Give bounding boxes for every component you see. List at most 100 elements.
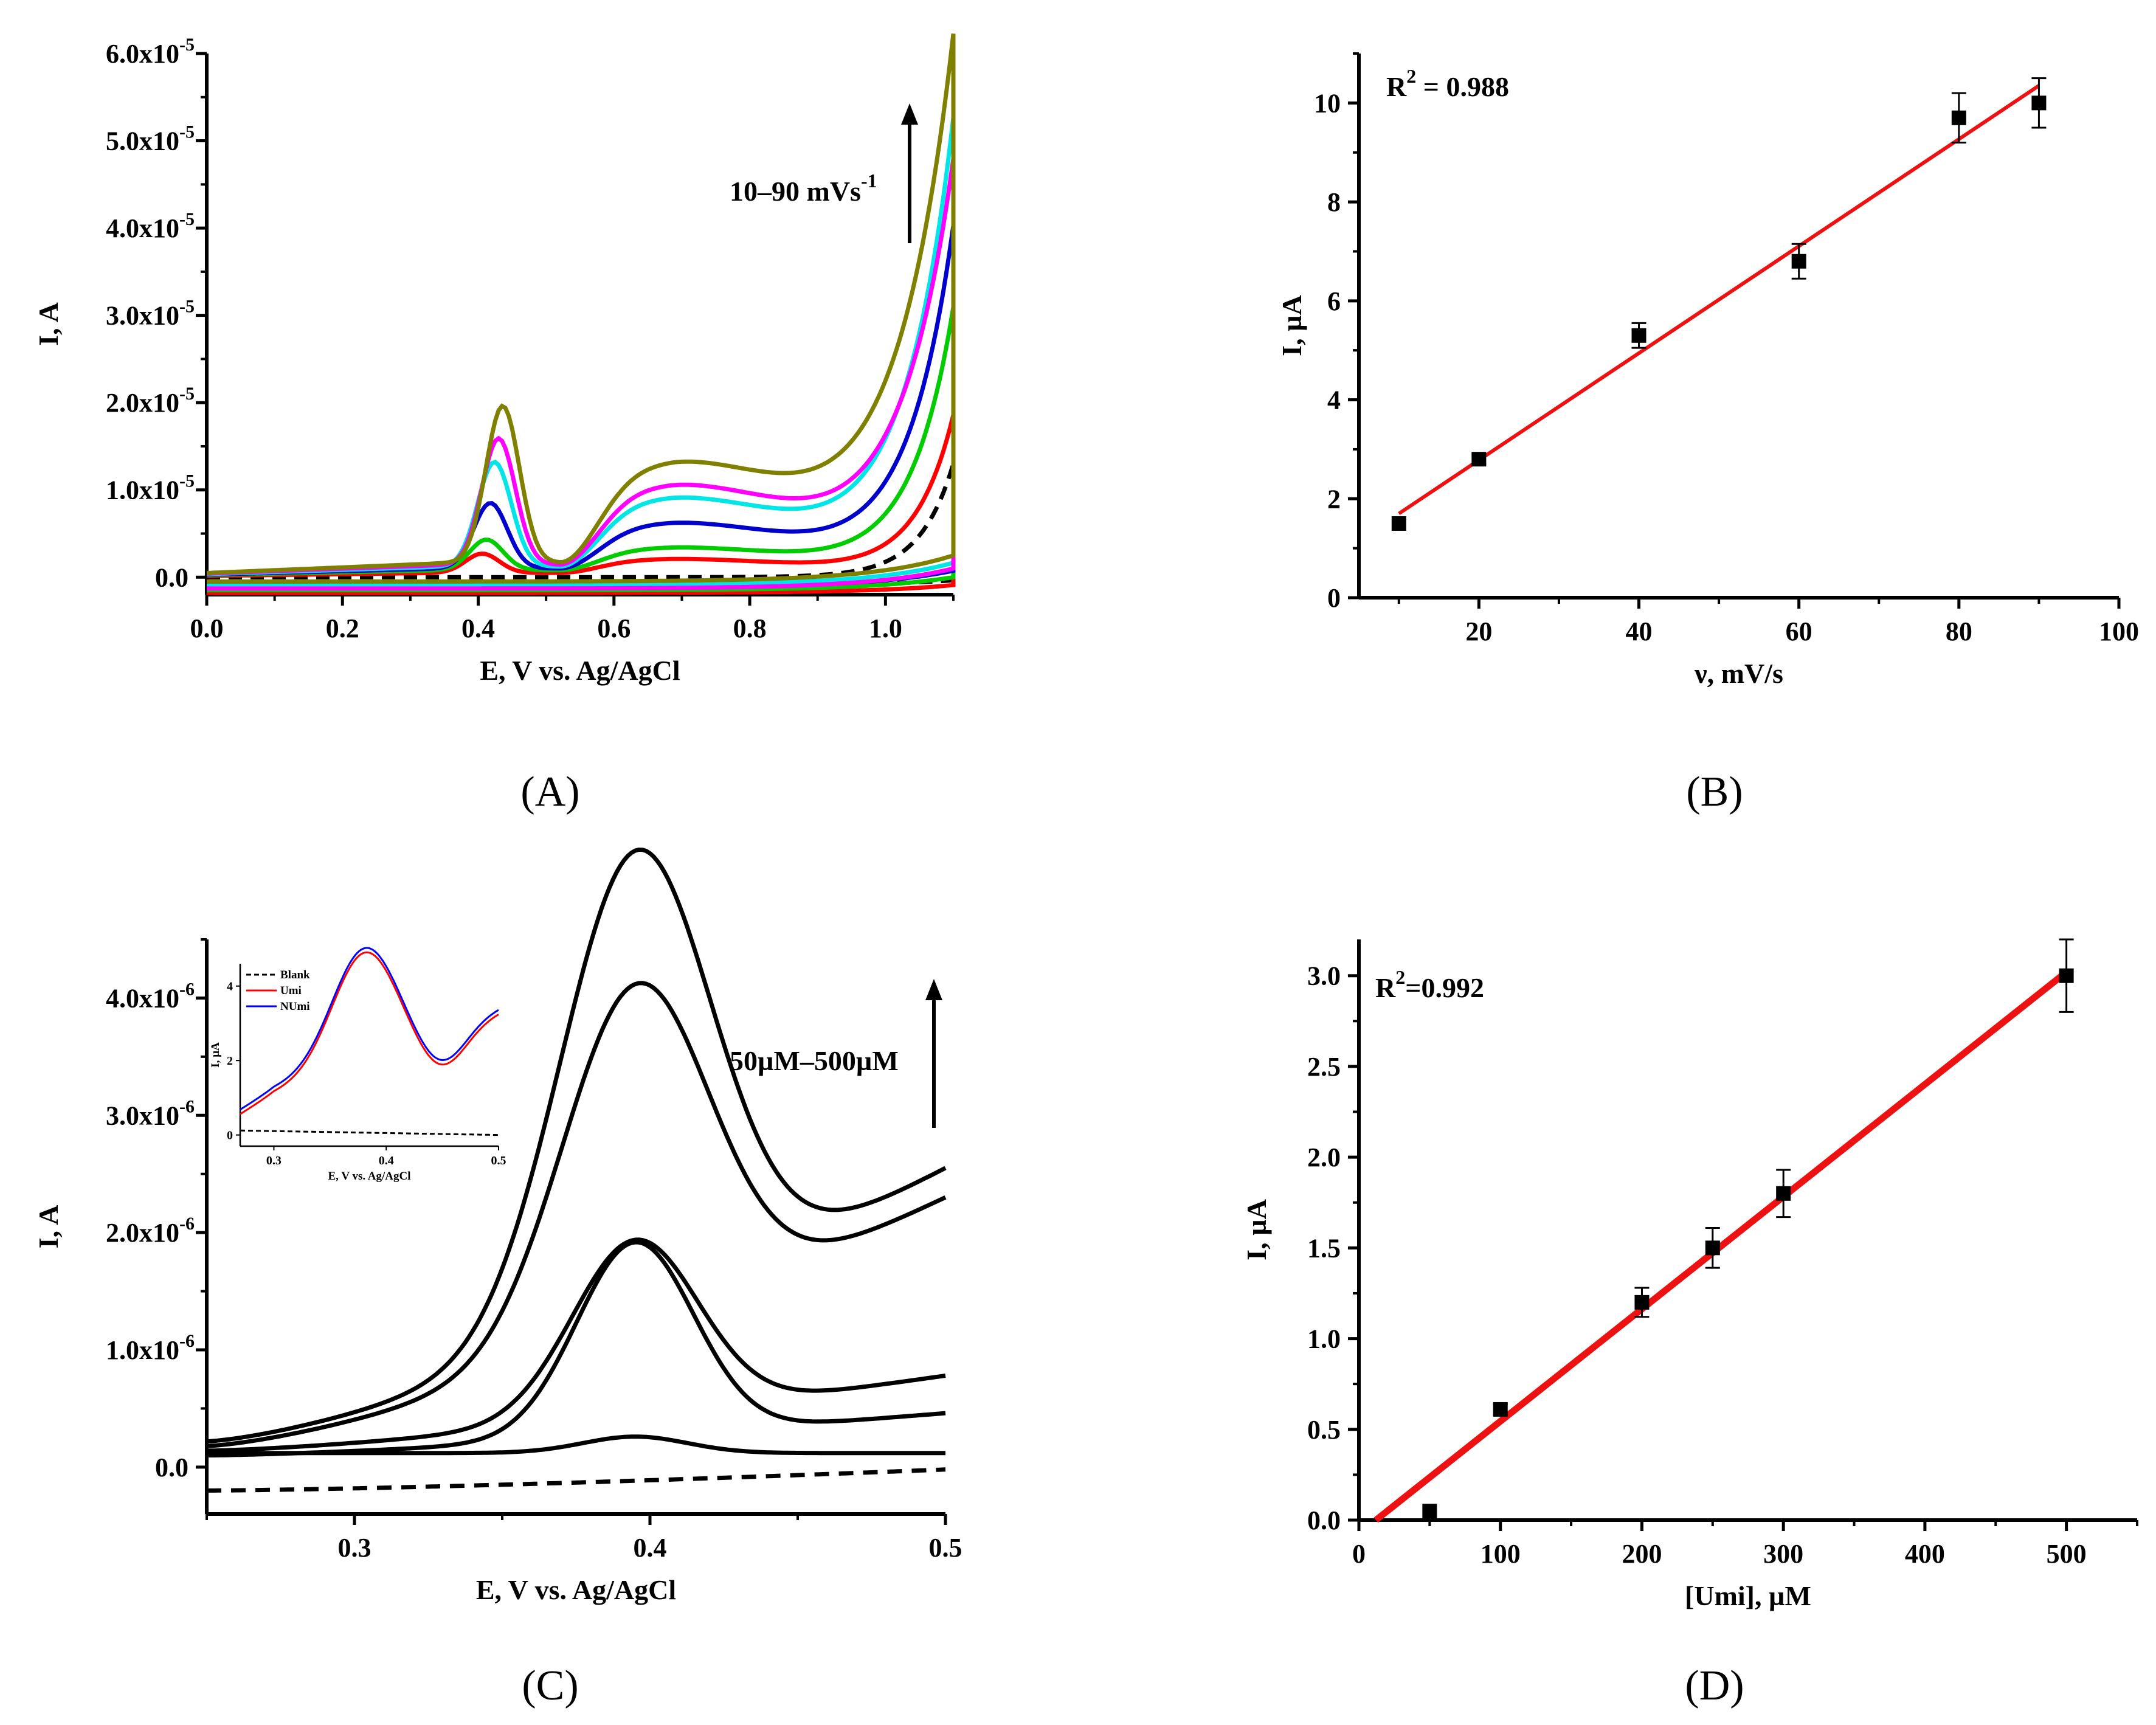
x-tick-label: 0.2: [326, 614, 359, 643]
x-axis-label: E, V vs. Ag/AgCl: [476, 1574, 676, 1605]
fit-line: [1373, 969, 2069, 1523]
x-tick-label: 500: [2047, 1539, 2087, 1569]
x-tick-label: 40: [1626, 617, 1653, 646]
data-point: [1631, 328, 1646, 343]
y-axis-label: I, µA: [1276, 295, 1307, 356]
inset-x-axis-label: E, V vs. Ag/AgCl: [328, 1170, 410, 1183]
y-tick-label: 6: [1327, 286, 1341, 316]
panel-a-arrow-head: [901, 103, 918, 125]
y-tick-label: 0.0: [155, 1453, 188, 1482]
y-tick-label: 3.0: [1307, 961, 1341, 991]
x-axis-label: E, V vs. Ag/AgCl: [480, 655, 680, 686]
y-tick-label: 0.0: [1307, 1505, 1341, 1535]
dpv-series-0: [207, 1467, 946, 1493]
cv-series-6: [206, 33, 956, 584]
y-axis-label: I, A: [33, 302, 64, 346]
x-tick-label: 20: [1465, 617, 1492, 646]
panel-c-inset: 0.3 0.4 0.5 0 2 4 E, V vs. Ag/AgCl I, µA Blank Um…: [209, 947, 506, 1183]
inset-y-tick-label: 2: [227, 1054, 233, 1068]
data-point: [2059, 968, 2074, 983]
x-tick-label: 300: [1763, 1539, 1803, 1569]
panel-d-label: (D): [1685, 1662, 1744, 1709]
x-tick-label: 1.0: [869, 614, 902, 643]
inset-legend-label: NUmi: [280, 1000, 310, 1013]
data-point: [1471, 452, 1487, 467]
data-point: [1776, 1186, 1791, 1201]
y-tick-label: 1.0: [1307, 1324, 1341, 1354]
inset-y-tick-label: 0: [227, 1129, 233, 1143]
panel-a-annotation-text: 10–90 mVs-1: [730, 170, 877, 207]
y-tick-label: 1.0x10-5: [106, 471, 195, 505]
panel-c-arrow-head: [925, 979, 942, 1000]
panel-b-chart: 20 40 60 80 100 0 2 4 6 8 10 ν, mV/s I, µA: [1276, 52, 2139, 689]
y-tick-label: 3.0x10-6: [106, 1096, 195, 1130]
inset-x-tick-label: 0.4: [379, 1154, 394, 1167]
dpv-series-2: [206, 1237, 946, 1453]
panel-d-r2-label: R2=0.992: [1375, 966, 1484, 1003]
inset-series-2: [240, 947, 499, 1111]
dpv-series-3: [206, 1240, 946, 1458]
x-tick-label: 100: [2099, 617, 2139, 646]
inset-y-tick-label: 4: [227, 980, 233, 994]
inset-x-tick-label: 0.5: [491, 1154, 506, 1167]
cv-series-3: [206, 225, 956, 590]
panel-c-label: (C): [522, 1662, 578, 1709]
data-point: [1634, 1295, 1650, 1310]
x-tick-label: 0.6: [597, 614, 631, 643]
inset-y-axis-label: I, µA: [209, 1042, 222, 1068]
y-tick-label: 0.0: [155, 562, 188, 592]
y-tick-label: 0.5: [1307, 1415, 1341, 1445]
y-axis-label: I, µA: [1241, 1199, 1272, 1260]
data-point: [2031, 95, 2047, 111]
inset-x-tick-label: 0.3: [266, 1154, 282, 1167]
x-tick-label: 80: [1946, 617, 1972, 646]
x-tick-label: 0.3: [338, 1533, 371, 1563]
y-tick-label: 5.0x10-5: [106, 122, 195, 156]
data-point: [1951, 110, 1966, 125]
x-tick-label: 0.5: [929, 1533, 962, 1563]
data-point: [1391, 516, 1406, 531]
panel-c-annotation-text: 50µM–500µM: [730, 1045, 899, 1076]
x-tick-label: 200: [1622, 1539, 1662, 1569]
y-tick-label: 2.0x10-5: [106, 384, 195, 418]
y-tick-label: 6.0x10-5: [106, 35, 195, 69]
y-tick-label: 4.0x10-5: [106, 209, 195, 243]
data-point: [1791, 254, 1806, 269]
data-point: [1422, 1504, 1437, 1519]
x-tick-label: 400: [1905, 1539, 1945, 1569]
dpv-series-5: [206, 847, 947, 1443]
fit-line: [1398, 84, 2040, 516]
y-tick-label: 10: [1314, 88, 1341, 118]
data-point: [1493, 1402, 1508, 1417]
inset-legend-label: Umi: [280, 984, 302, 997]
dpv-series-4: [206, 981, 947, 1448]
x-tick-label: 0: [1352, 1539, 1366, 1569]
inset-legend-label: Blank: [280, 969, 310, 981]
y-axis-label: I, A: [33, 1205, 64, 1249]
y-tick-label: 1.0x10-6: [106, 1331, 195, 1365]
y-tick-label: 4.0x10-6: [106, 979, 195, 1013]
y-tick-label: 0: [1327, 583, 1341, 613]
y-tick-label: 2.5: [1307, 1052, 1341, 1082]
panel-d-chart: 0 100 200 300 400 500 0.0 0.5 1.0 1.5 2.0 2.5 3.0 [Um…: [1241, 938, 2138, 1611]
y-tick-label: 2: [1327, 484, 1341, 514]
x-tick-label: 60: [1786, 617, 1812, 646]
inset-series-0: [240, 1129, 499, 1136]
y-tick-label: 1.5: [1307, 1233, 1341, 1263]
x-tick-label: 100: [1481, 1539, 1521, 1569]
y-tick-label: 2.0: [1307, 1143, 1341, 1172]
panel-b-label: (B): [1686, 769, 1743, 815]
x-axis-label: [Umi], µM: [1685, 1580, 1811, 1611]
x-tick-label: 0.0: [190, 614, 224, 643]
x-axis-label: ν, mV/s: [1694, 658, 1783, 689]
panel-b-r2-label: R2 = 0.988: [1386, 65, 1509, 102]
panel-a-label: (A): [520, 769, 579, 815]
x-tick-label: 0.8: [733, 614, 767, 643]
y-tick-label: 4: [1327, 385, 1341, 415]
panel-a-scan-rate-annotation: 10–90 mVs-1: [730, 103, 918, 243]
y-tick-label: 8: [1327, 187, 1341, 217]
y-tick-label: 2.0x10-6: [106, 1214, 195, 1248]
y-tick-label: 3.0x10-5: [106, 297, 195, 331]
data-point: [1705, 1240, 1720, 1256]
